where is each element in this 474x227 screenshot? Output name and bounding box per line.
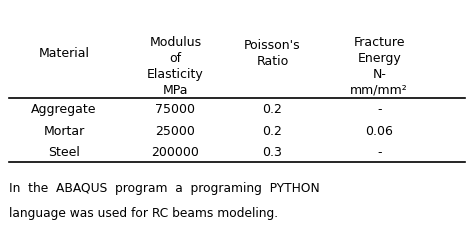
Text: Material: Material bbox=[38, 46, 90, 59]
Text: -: - bbox=[377, 145, 382, 158]
Text: 0.2: 0.2 bbox=[263, 103, 283, 116]
Text: -: - bbox=[377, 103, 382, 116]
Text: Aggregate: Aggregate bbox=[31, 103, 97, 116]
Text: In  the  ABAQUS  program  a  programing  PYTHON: In the ABAQUS program a programing PYTHO… bbox=[9, 181, 320, 194]
Text: Fracture
Energy
N-
mm/mm²: Fracture Energy N- mm/mm² bbox=[350, 36, 408, 96]
Text: 25000: 25000 bbox=[155, 124, 195, 137]
Text: 75000: 75000 bbox=[155, 103, 195, 116]
Text: language was used for RC beams modeling.: language was used for RC beams modeling. bbox=[9, 206, 279, 219]
Text: Modulus
of
Elasticity
MPa: Modulus of Elasticity MPa bbox=[147, 36, 204, 96]
Text: 0.06: 0.06 bbox=[365, 124, 393, 137]
Text: 0.2: 0.2 bbox=[263, 124, 283, 137]
Text: Steel: Steel bbox=[48, 145, 80, 158]
Text: 0.3: 0.3 bbox=[263, 145, 283, 158]
Text: 200000: 200000 bbox=[151, 145, 200, 158]
Text: Poisson's
Ratio: Poisson's Ratio bbox=[244, 38, 301, 67]
Text: Mortar: Mortar bbox=[43, 124, 85, 137]
